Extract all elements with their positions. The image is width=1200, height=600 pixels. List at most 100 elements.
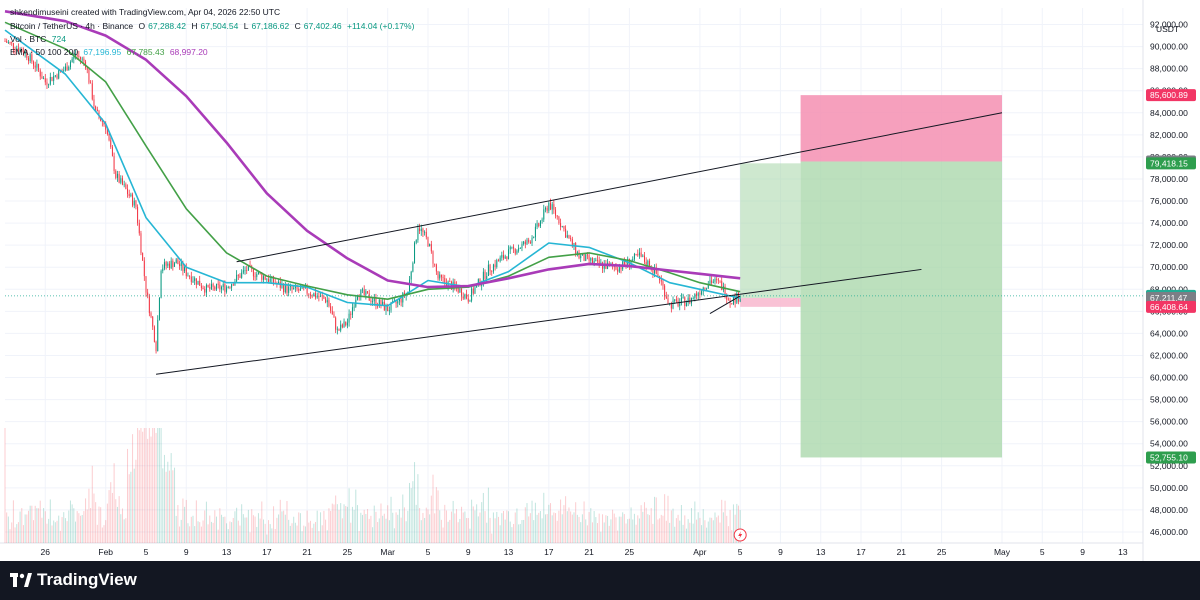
candle [429, 243, 431, 247]
candle [412, 261, 414, 273]
candle-body [395, 300, 397, 304]
candle-body [731, 303, 733, 305]
candle-body [544, 207, 546, 210]
candle [147, 288, 149, 299]
candle [466, 289, 468, 300]
volume-bar [622, 512, 624, 543]
volume-label[interactable]: Vol · BTC [10, 34, 47, 44]
candle-body [348, 313, 350, 323]
volume-bar [726, 515, 728, 543]
candle-body [19, 48, 21, 52]
volume-bar [331, 503, 333, 543]
y-tick-label: 70,000.00 [1150, 262, 1188, 272]
candle-body [632, 259, 634, 263]
volume-bar [116, 506, 118, 543]
x-tick-label: 5 [426, 547, 431, 557]
candle-body [81, 58, 83, 60]
candle-body [482, 271, 484, 283]
candle-body [242, 270, 244, 273]
candle-body [526, 239, 528, 245]
candle-body [132, 194, 134, 206]
volume-bar [712, 520, 714, 543]
candle-body [325, 298, 327, 303]
candle-body [635, 254, 637, 255]
volume-bar [26, 514, 28, 543]
volume-bar [714, 512, 716, 543]
volume-bar [477, 516, 479, 543]
candle-body [556, 215, 558, 217]
volume-bar [281, 511, 283, 543]
candle [675, 295, 677, 303]
candle [93, 94, 95, 110]
volume-bar [81, 515, 83, 543]
candle-body [231, 284, 233, 288]
volume-bar [432, 474, 434, 543]
volume-bar [39, 500, 41, 543]
trend-line-wedge-support [709, 295, 741, 314]
candle-body [696, 293, 698, 296]
candle [348, 309, 350, 327]
symbol-title[interactable]: Bitcoin / TetherUS · 4h · Binance [10, 21, 134, 31]
y-tick-label: 60,000.00 [1150, 373, 1188, 383]
candle-body [187, 275, 189, 277]
candle-body [543, 209, 545, 220]
candle [647, 259, 649, 266]
volume-bar [325, 519, 327, 543]
candle-body [135, 200, 137, 207]
volume-bar [320, 512, 322, 543]
tradingview-logo[interactable]: TradingView [10, 570, 137, 590]
candle-body [73, 55, 75, 59]
volume-bar [529, 513, 531, 543]
candle-body [692, 298, 694, 299]
candle-body [326, 300, 328, 303]
candle-body [593, 260, 595, 264]
candle-body [262, 276, 264, 280]
candle-body [11, 42, 13, 44]
volume-value: 724 [51, 34, 66, 44]
candle-body [145, 276, 147, 293]
volume-bar [279, 499, 281, 543]
candle-body [138, 222, 140, 234]
x-tick-label: 21 [584, 547, 594, 557]
volume-bar [130, 471, 132, 543]
candle-body [365, 291, 367, 295]
candle [221, 285, 223, 294]
volume-bar [158, 428, 160, 543]
candle-body [445, 282, 447, 287]
candle-body [88, 69, 90, 83]
volume-bar [145, 428, 147, 543]
volume-bar [679, 520, 681, 543]
volume-bar [16, 524, 18, 543]
currency-label[interactable]: USDT [1156, 24, 1180, 34]
volume-bar [351, 506, 353, 543]
y-tick-label: 52,000.00 [1150, 461, 1188, 471]
candle-body [199, 280, 201, 286]
volume-bar [212, 522, 214, 543]
ema-label[interactable]: EMA · 50 100 200 [10, 47, 79, 57]
volume-bar [17, 522, 19, 543]
volume-bar [593, 511, 595, 543]
candle-body [341, 324, 343, 328]
y-tick-label: 72,000.00 [1150, 240, 1188, 250]
volume-bar [148, 428, 150, 543]
candle [546, 205, 548, 214]
candle [353, 303, 355, 312]
candle [560, 218, 562, 231]
x-tick-label: 17 [856, 547, 866, 557]
candle-body [162, 268, 164, 272]
candle [430, 240, 432, 254]
volume-bar [586, 525, 588, 543]
price-chart[interactable]: 46,000.00 48,000.00 50,000.00 52,000.00 54,0… [0, 0, 1200, 561]
volume-bar [581, 514, 583, 543]
volume-bar [132, 434, 134, 543]
candle-body [400, 298, 402, 303]
candle-body [440, 274, 442, 278]
volume-bar [732, 504, 734, 543]
candle-body [549, 202, 552, 210]
candle-body [241, 272, 243, 278]
volume-bar [548, 504, 550, 543]
candle [551, 201, 553, 215]
candle-body [130, 194, 132, 197]
candle-body [111, 147, 113, 157]
volume-bar [68, 510, 70, 543]
